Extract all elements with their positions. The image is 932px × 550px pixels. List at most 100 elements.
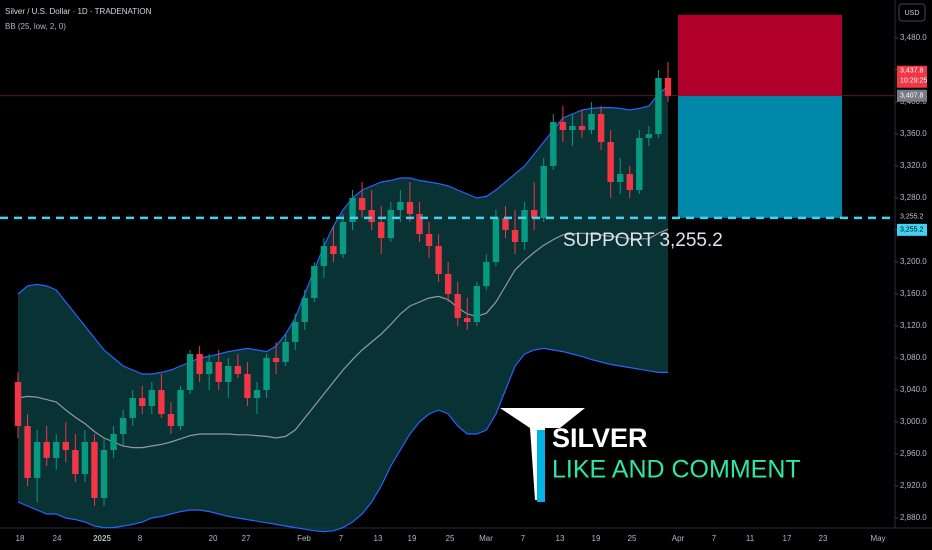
candle-body xyxy=(569,126,576,130)
x-tick-label: 27 xyxy=(242,534,251,543)
candle-body xyxy=(205,362,213,374)
candle-body xyxy=(378,222,385,238)
candle-body xyxy=(521,210,528,242)
countdown: 10:29:25 xyxy=(900,78,927,85)
y-tick-label: 2,920.0 xyxy=(900,481,927,490)
x-tick-label: 19 xyxy=(408,534,417,543)
candle-body xyxy=(311,266,318,298)
candle-body xyxy=(530,210,538,218)
candle-body xyxy=(81,442,89,474)
candle-body xyxy=(416,214,423,234)
chart-title: Silver / U.S. Dollar · 1D · TRADENATION xyxy=(5,7,152,16)
candle-body xyxy=(24,426,31,478)
candle-body xyxy=(645,134,653,138)
support-text: SUPPORT 3,255.2 xyxy=(563,230,723,251)
x-tick-label: 18 xyxy=(16,534,25,543)
x-tick-label: 7 xyxy=(521,534,526,543)
candle-body xyxy=(177,390,184,426)
candle-body xyxy=(368,210,375,222)
candle-body xyxy=(387,210,394,238)
candle-body xyxy=(100,450,108,498)
marker-price: 3,437.8 xyxy=(900,68,923,75)
candle-body xyxy=(511,230,519,242)
candle-body xyxy=(349,198,356,222)
x-tick-label: Mar xyxy=(479,534,493,543)
candle-body xyxy=(129,398,136,418)
candle-body xyxy=(244,374,251,398)
y-tick-label: 2,880.0 xyxy=(900,513,927,522)
candle-body xyxy=(464,318,471,322)
x-tick-label: Apr xyxy=(672,534,685,543)
x-tick-label: 20 xyxy=(209,534,218,543)
candle-body xyxy=(301,298,308,322)
x-tick-label: 13 xyxy=(556,534,565,543)
candle-body xyxy=(406,202,414,214)
bb-lower xyxy=(17,347,668,533)
y-tick-label: 3,280.0 xyxy=(900,193,927,202)
candle-body xyxy=(62,442,69,450)
x-tick-label: 2025 xyxy=(93,534,111,543)
candle-body xyxy=(397,202,404,210)
y-tick-label: 2,960.0 xyxy=(900,449,927,458)
candle-body xyxy=(330,246,337,254)
candle-body xyxy=(139,398,146,406)
candle-body xyxy=(492,218,500,262)
candle-body xyxy=(655,78,662,134)
x-tick-label: May xyxy=(870,534,885,543)
candle-body xyxy=(578,126,586,130)
last-price-bg xyxy=(897,89,927,102)
support-price-bg xyxy=(897,210,927,223)
plot: SUPPORT 3,255.2 SILVER LIKE AND COMMENT xyxy=(0,14,895,533)
candle-body xyxy=(550,122,557,166)
candle-body xyxy=(597,114,605,142)
stop-zone xyxy=(678,14,842,96)
candle-body xyxy=(502,218,509,230)
candle-body xyxy=(263,358,270,390)
candle-body xyxy=(607,142,614,182)
support-price-2: 3,255.2 xyxy=(900,227,923,234)
candle-body xyxy=(292,322,299,342)
indicator-label: BB (25, low, 2, 0) xyxy=(5,22,66,31)
x-tick-label: 11 xyxy=(746,534,755,543)
y-tick-label: 3,200.0 xyxy=(900,257,927,266)
y-tick-label: 3,160.0 xyxy=(900,289,927,298)
x-tick-label: 19 xyxy=(592,534,601,543)
candle-body xyxy=(588,114,595,130)
x-tick-label: 8 xyxy=(138,534,143,543)
candle-body xyxy=(14,382,22,426)
candle-body xyxy=(119,418,127,434)
candle-body xyxy=(72,450,79,474)
y-tick-label: 3,120.0 xyxy=(900,321,927,330)
candle-body xyxy=(53,442,60,458)
candle-body xyxy=(158,390,165,414)
support-price-2-bg xyxy=(897,223,927,236)
candle-body xyxy=(215,362,222,382)
candle-body xyxy=(454,294,461,318)
candle-body xyxy=(225,366,232,382)
candle-body xyxy=(444,274,452,294)
logo-accent xyxy=(537,430,545,502)
candle-body xyxy=(540,166,547,218)
y-tick-label: 3,080.0 xyxy=(900,353,927,362)
candle-body xyxy=(272,358,280,362)
candle-body xyxy=(358,198,366,210)
x-tick-label: 23 xyxy=(819,534,828,543)
candle-body xyxy=(559,122,567,130)
x-tick-label: 7 xyxy=(339,534,344,543)
candle-body xyxy=(148,390,156,406)
currency-box[interactable] xyxy=(898,3,926,22)
candle-body xyxy=(43,442,50,458)
candle-body xyxy=(626,174,633,190)
y-tick-label: 3,480.0 xyxy=(900,33,927,42)
support-price: 3,255.2 xyxy=(900,214,923,221)
candle-body xyxy=(664,78,672,96)
candle-body xyxy=(186,354,194,390)
candle-body xyxy=(253,390,261,398)
logo-title: SILVER xyxy=(552,423,648,453)
last-price: 3,407.8 xyxy=(900,93,923,100)
x-tick-label: 7 xyxy=(712,534,717,543)
marker-bg xyxy=(897,65,927,88)
candle-body xyxy=(91,442,98,498)
candle-body xyxy=(435,246,442,274)
